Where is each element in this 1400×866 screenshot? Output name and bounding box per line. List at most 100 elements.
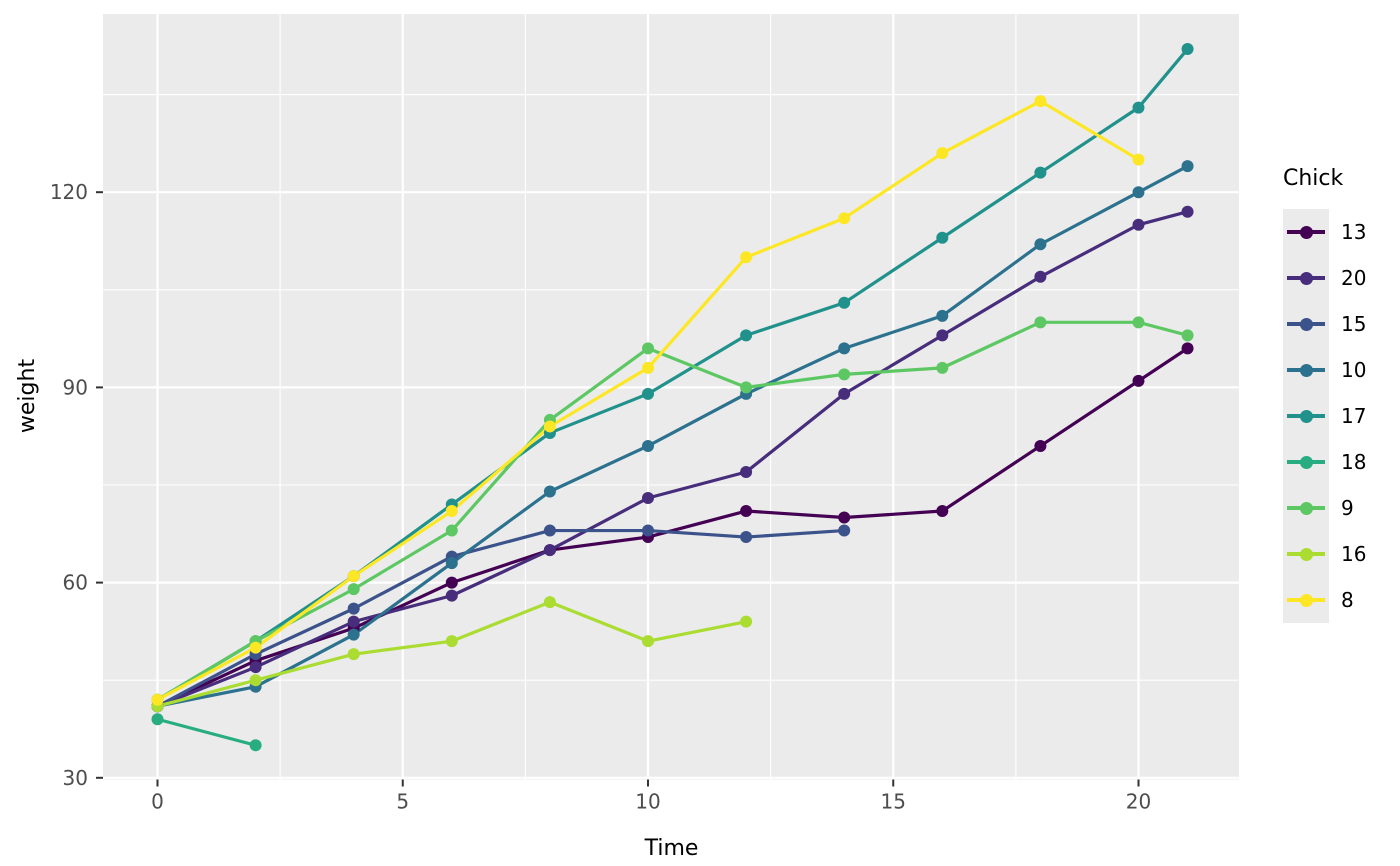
legend-label-18: 18: [1341, 450, 1367, 474]
series-line-9: [156, 320, 1188, 702]
series-line-13: [156, 347, 1189, 708]
y-axis-title: weight: [15, 358, 40, 434]
point-chick9-t10: [642, 342, 654, 355]
legend-key-16: [1283, 531, 1329, 577]
point-chick9-t21: [1181, 329, 1194, 342]
legend-key-dot-10: [1299, 363, 1313, 377]
point-chick10-t6: [445, 557, 458, 570]
point-chick9-t12: [740, 381, 753, 394]
x-tick-label-5: 5: [396, 790, 409, 814]
legend-entry-8: 8: [1283, 577, 1366, 623]
point-chick13-t6: [445, 576, 458, 589]
legend-key-10: [1283, 347, 1329, 393]
point-chick8-t20: [1132, 153, 1145, 166]
y-tick-label-120: 120: [50, 180, 88, 204]
point-chick10-t18: [1034, 238, 1047, 251]
point-chick13-t21: [1181, 342, 1194, 355]
point-chick15-t10: [642, 524, 654, 537]
legend-entry-9: 9: [1283, 485, 1366, 531]
point-chick17-t16: [936, 231, 949, 244]
legend-key-dot-16: [1299, 547, 1313, 561]
point-chick17-t18: [1034, 166, 1047, 179]
panel-background: [103, 14, 1239, 780]
legend-entry-16: 16: [1283, 531, 1366, 577]
legend-entry-10: 10: [1283, 347, 1366, 393]
point-chick10-t21: [1181, 160, 1194, 173]
point-chick8-t0: [151, 693, 164, 706]
point-chick9-t16: [936, 361, 949, 374]
point-chick9-t20: [1132, 316, 1145, 329]
point-chick9-t18: [1034, 316, 1047, 329]
point-chick18-t0: [151, 713, 164, 726]
point-chick13-t20: [1132, 374, 1145, 387]
legend-key-dot-20: [1299, 271, 1313, 285]
point-chick10-t4: [347, 628, 360, 641]
point-chick16-t2: [249, 674, 262, 687]
legend-label-20: 20: [1341, 266, 1367, 290]
legend-key-9: [1283, 485, 1329, 531]
legend-key-17: [1283, 393, 1329, 439]
point-chick8-t2: [249, 641, 262, 654]
legend-entry-15: 15: [1283, 301, 1366, 347]
point-chick20-t8: [543, 544, 556, 557]
point-chick8-t4: [347, 570, 360, 583]
legend-entry-18: 18: [1283, 439, 1366, 485]
point-chick10-t8: [543, 485, 556, 498]
legend-key-dot-15: [1299, 317, 1313, 331]
point-chick15-t8: [543, 524, 556, 537]
y-tick-label-60: 60: [63, 571, 88, 595]
point-chick20-t6: [445, 589, 458, 602]
point-chick20-t10: [642, 492, 654, 505]
point-chick8-t12: [740, 251, 753, 264]
legend-label-10: 10: [1341, 358, 1367, 382]
x-axis-title: Time: [644, 836, 699, 861]
legend-label-15: 15: [1341, 312, 1367, 336]
point-chick17-t21: [1181, 43, 1194, 56]
point-chick17-t14: [838, 296, 851, 309]
point-chick9-t14: [838, 368, 851, 381]
point-chick20-t12: [740, 465, 753, 478]
x-tick-label-0: 0: [151, 790, 164, 814]
point-chick20-t20: [1132, 218, 1145, 231]
legend-label-17: 17: [1341, 404, 1367, 428]
point-chick15-t14: [838, 524, 851, 537]
point-chick20-t2: [249, 661, 262, 674]
legend: Chick 13 20 15 10 17 18 9 16 8: [1283, 166, 1366, 623]
point-chick10-t10: [642, 439, 654, 452]
x-tick-label-10: 10: [635, 790, 660, 814]
legend-key-dot-9: [1299, 501, 1313, 515]
point-chick20-t14: [838, 387, 851, 400]
y-tick-label-30: 30: [63, 766, 88, 790]
point-chick13-t14: [838, 511, 851, 524]
point-chick17-t12: [740, 329, 753, 342]
legend-title: Chick: [1283, 166, 1344, 191]
series-line-10: [157, 164, 1189, 708]
legend-label-8: 8: [1341, 588, 1354, 612]
series-line-20: [156, 210, 1188, 708]
point-chick10-t20: [1132, 186, 1145, 199]
point-chick16-t12: [740, 615, 753, 628]
legend-key-dot-13: [1299, 225, 1313, 239]
point-chick9-t6: [445, 524, 458, 537]
point-chick8-t10: [642, 361, 654, 374]
point-chick10-t16: [936, 309, 949, 322]
x-tick-label-15: 15: [881, 790, 906, 814]
point-chick16-t10: [642, 635, 654, 648]
series-line-18: [157, 717, 257, 747]
legend-keys: 13 20 15 10 17 18 9 16 8: [1283, 209, 1366, 623]
y-tick-label-90: 90: [63, 375, 88, 399]
point-chick13-t16: [936, 505, 949, 518]
legend-entry-13: 13: [1283, 209, 1366, 255]
legend-key-18: [1283, 439, 1329, 485]
legend-entry-17: 17: [1283, 393, 1366, 439]
point-chick8-t8: [543, 420, 556, 433]
legend-label-13: 13: [1341, 220, 1367, 244]
point-chick16-t8: [543, 596, 556, 609]
point-chick8-t14: [838, 212, 851, 225]
legend-key-dot-8: [1299, 593, 1313, 607]
legend-key-8: [1283, 577, 1329, 623]
x-tick-label-20: 20: [1126, 790, 1151, 814]
legend-label-16: 16: [1341, 542, 1367, 566]
